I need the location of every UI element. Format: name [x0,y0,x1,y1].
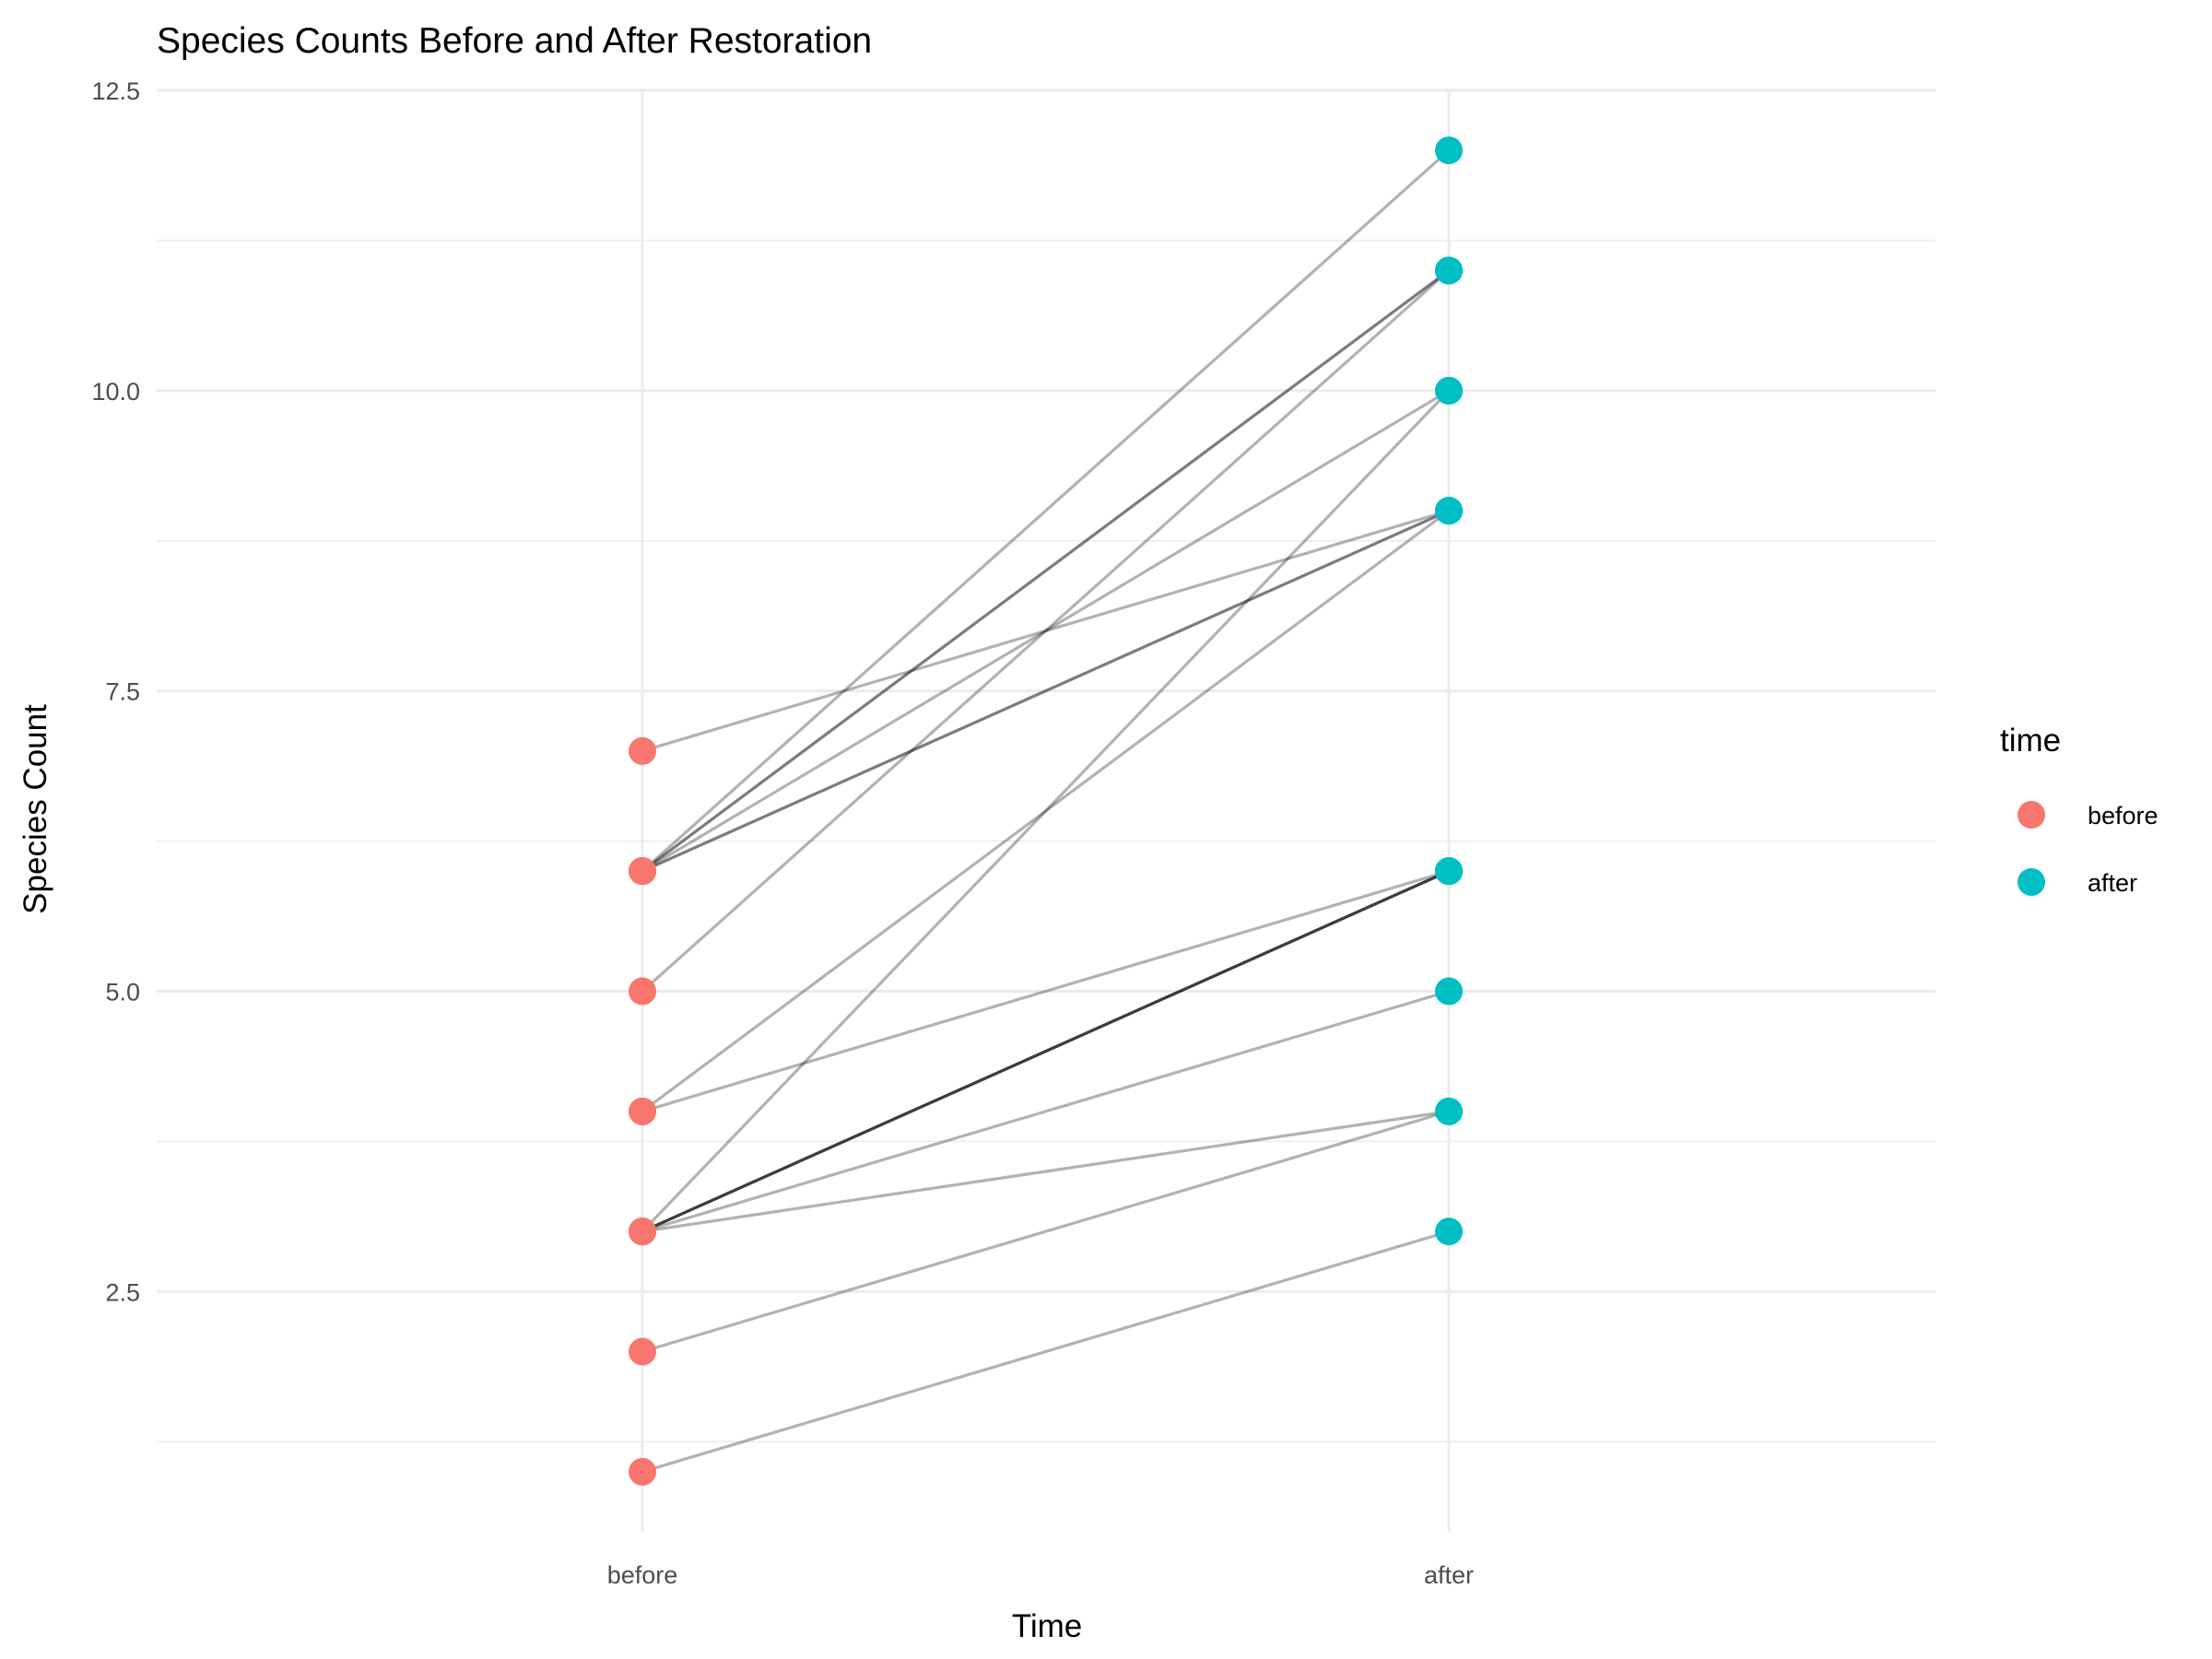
point-before [629,857,656,886]
pair-line [641,509,1450,1113]
point-after [1435,1097,1463,1125]
pair-line [641,509,1450,873]
point-before [629,1218,656,1246]
legend-title: time [2000,723,2061,759]
point-after [1435,1218,1463,1246]
data-points [629,136,1463,1486]
pair-line [641,148,1451,873]
legend-key-before [2018,801,2045,829]
x-tick-label: before [607,1561,678,1589]
x-tick-label: after [1424,1561,1474,1589]
pair-line [641,269,1450,873]
y-tick-label: 7.5 [105,678,140,706]
x-axis-title: Time [1012,1608,1082,1644]
point-after [1435,977,1463,1006]
pair-line [641,389,1451,1233]
y-tick-label: 10.0 [91,378,140,406]
point-before [629,977,656,1006]
pair-line [641,869,1450,1233]
pair-line [641,869,1450,1113]
pair-line [641,869,1450,1233]
point-before [629,1097,656,1125]
pair-line [641,389,1450,873]
pair-line [641,989,1450,1233]
legend: time before after [2000,723,2159,897]
x-tick-labels: before after [607,1561,1474,1589]
point-before [629,1457,656,1486]
y-axis-title: Species Count [18,704,53,914]
pair-line [641,1230,1450,1474]
y-tick-label: 5.0 [105,979,140,1006]
y-tick-label: 12.5 [91,77,140,105]
legend-key-after [2018,868,2045,896]
pair-line [641,869,1450,1233]
pair-line [641,269,1451,993]
point-after [1435,256,1463,285]
pair-line [641,1110,1450,1354]
point-after [1435,497,1463,525]
pair-line [641,869,1450,1233]
pair-line [641,269,1450,873]
chart-title: Species Counts Before and After Restorat… [157,21,872,61]
point-before [629,736,656,765]
point-after [1435,136,1463,165]
legend-label-after: after [2088,869,2137,897]
point-after [1435,857,1463,886]
point-before [629,1337,656,1366]
pair-line [641,509,1450,753]
y-tick-labels: 2.5 5.0 7.5 10.0 12.5 [91,77,140,1306]
legend-label-before: before [2088,802,2159,830]
pair-line [641,509,1450,873]
grid [157,88,1936,1532]
paired-lines [641,148,1451,1474]
pair-line [641,1110,1450,1233]
point-after [1435,376,1463,405]
y-tick-label: 2.5 [105,1278,140,1306]
